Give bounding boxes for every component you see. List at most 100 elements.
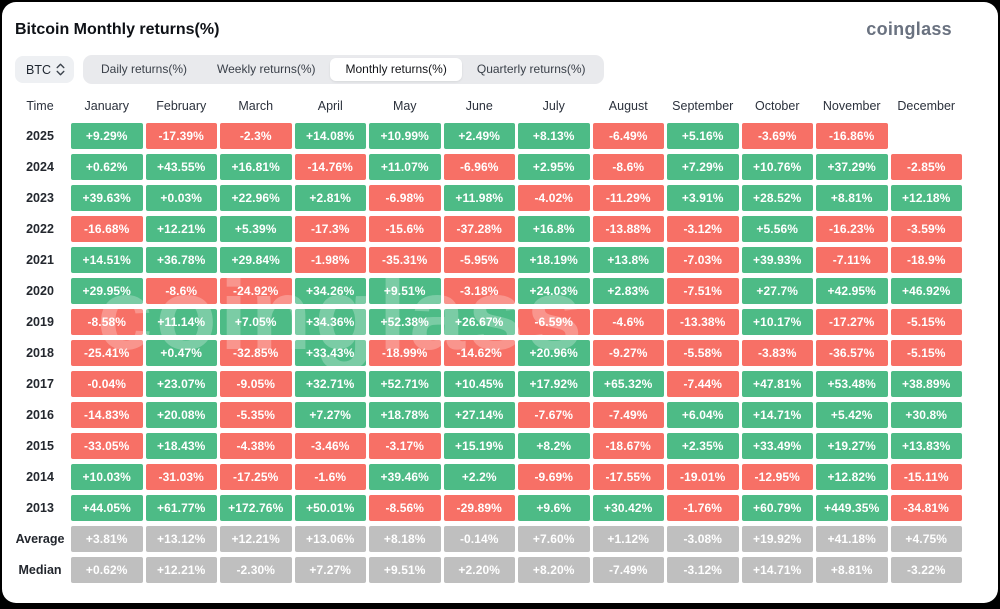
column-header-october: October xyxy=(755,98,800,113)
cell-2018-january: -25.41% xyxy=(71,340,143,366)
tab-monthly-returns[interactable]: Monthly returns(%) xyxy=(330,58,462,81)
cell-2014-march: -17.25% xyxy=(220,464,292,490)
tab-quarterly-returns[interactable]: Quarterly returns(%) xyxy=(476,62,586,77)
cell-2022-august: -13.88% xyxy=(592,216,664,242)
cell-2022-april: -17.3% xyxy=(294,216,366,242)
cell-2013-february: +61.77% xyxy=(145,495,217,521)
cell-2021-november: -7.11% xyxy=(816,247,888,273)
cell-2025-january: +9.29% xyxy=(71,123,143,149)
column-header-august: August xyxy=(608,98,648,113)
cell-2022-january: -16.68% xyxy=(71,216,143,242)
cell-2021-october: +39.93% xyxy=(741,247,813,273)
row-label-median: Median xyxy=(18,563,62,577)
coin-selector[interactable]: BTC xyxy=(15,56,74,83)
row-label-2017: 2017 xyxy=(26,377,54,391)
cell-average-november: +41.18% xyxy=(816,526,888,552)
cell-2023-december: +12.18% xyxy=(890,185,962,211)
cell-median-april: +7.27% xyxy=(294,557,366,583)
cell-2016-june: +27.14% xyxy=(443,402,515,428)
cell-2024-april: -14.76% xyxy=(294,154,366,180)
cell-2015-january: -33.05% xyxy=(71,433,143,459)
cell-2014-february: -31.03% xyxy=(145,464,217,490)
row-label-2016: 2016 xyxy=(26,408,54,422)
cell-2020-august: +2.83% xyxy=(592,278,664,304)
cell-median-october: +14.71% xyxy=(741,557,813,583)
cell-2013-march: +172.76% xyxy=(220,495,292,521)
cell-2016-august: -7.49% xyxy=(592,402,664,428)
column-header-april: April xyxy=(317,98,343,113)
cell-2016-july: -7.67% xyxy=(518,402,590,428)
cell-2016-march: -5.35% xyxy=(220,402,292,428)
cell-median-january: +0.62% xyxy=(71,557,143,583)
column-header-december: December xyxy=(897,98,956,113)
cell-2015-february: +18.43% xyxy=(145,433,217,459)
cell-2025-july: +8.13% xyxy=(518,123,590,149)
cell-2015-september: +2.35% xyxy=(667,433,739,459)
cell-average-september: -3.08% xyxy=(667,526,739,552)
row-label-average: Average xyxy=(15,532,65,546)
cell-2025-december xyxy=(891,123,963,149)
cell-average-july: +7.60% xyxy=(518,526,590,552)
cell-median-august: -7.49% xyxy=(592,557,664,583)
cell-2018-july: +20.96% xyxy=(518,340,590,366)
cell-2019-january: -8.58% xyxy=(71,309,143,335)
cell-2013-june: -29.89% xyxy=(443,495,515,521)
cell-median-september: -3.12% xyxy=(667,557,739,583)
cell-2023-august: -11.29% xyxy=(592,185,664,211)
cell-2023-march: +22.96% xyxy=(220,185,292,211)
cell-2022-may: -15.6% xyxy=(369,216,441,242)
cell-2015-october: +33.49% xyxy=(741,433,813,459)
column-header-november: November xyxy=(822,98,881,113)
cell-2025-october: -3.69% xyxy=(741,123,813,149)
updown-chevron-icon xyxy=(56,63,65,76)
page-title: Bitcoin Monthly returns(%) xyxy=(15,20,220,38)
cell-average-february: +13.12% xyxy=(145,526,217,552)
cell-2020-february: -8.6% xyxy=(145,278,217,304)
cell-2023-february: +0.03% xyxy=(145,185,217,211)
cell-2014-june: +2.2% xyxy=(443,464,515,490)
cell-2019-november: -17.27% xyxy=(816,309,888,335)
cell-2020-december: +46.92% xyxy=(890,278,962,304)
cell-2020-september: -7.51% xyxy=(667,278,739,304)
row-label-2023: 2023 xyxy=(26,191,54,205)
cell-2019-july: -6.59% xyxy=(518,309,590,335)
toolbar: BTC Daily returns(%) Weekly returns(%) Mon… xyxy=(15,55,998,84)
cell-2024-september: +7.29% xyxy=(667,154,739,180)
cell-2017-december: +38.89% xyxy=(890,371,962,397)
cell-2021-may: -35.31% xyxy=(369,247,441,273)
cell-2018-december: -5.15% xyxy=(890,340,962,366)
cell-average-march: +12.21% xyxy=(220,526,292,552)
cell-2023-september: +3.91% xyxy=(667,185,739,211)
tab-daily-returns[interactable]: Daily returns(%) xyxy=(101,62,188,77)
cell-2017-february: +23.07% xyxy=(145,371,217,397)
cell-2020-march: -24.92% xyxy=(220,278,292,304)
column-header-june: June xyxy=(465,98,493,113)
cell-2020-april: +34.26% xyxy=(294,278,366,304)
cell-2016-january: -14.83% xyxy=(71,402,143,428)
cell-2016-october: +14.71% xyxy=(741,402,813,428)
cell-2022-march: +5.39% xyxy=(220,216,292,242)
cell-2017-april: +32.71% xyxy=(294,371,366,397)
cell-median-may: +9.51% xyxy=(369,557,441,583)
column-header-july: July xyxy=(542,98,565,113)
cell-2022-july: +16.8% xyxy=(518,216,590,242)
cell-median-march: -2.30% xyxy=(220,557,292,583)
row-label-2021: 2021 xyxy=(26,253,54,267)
cell-2017-november: +53.48% xyxy=(816,371,888,397)
cell-average-january: +3.81% xyxy=(71,526,143,552)
cell-2018-may: -18.99% xyxy=(369,340,441,366)
tab-weekly-returns[interactable]: Weekly returns(%) xyxy=(217,62,316,77)
cell-2015-june: +15.19% xyxy=(443,433,515,459)
column-header-september: September xyxy=(672,98,734,113)
cell-2016-september: +6.04% xyxy=(667,402,739,428)
cell-2014-november: +12.82% xyxy=(816,464,888,490)
cell-2023-november: +8.81% xyxy=(816,185,888,211)
cell-2025-april: +14.08% xyxy=(294,123,366,149)
cell-2021-july: +18.19% xyxy=(518,247,590,273)
cell-2014-august: -17.55% xyxy=(592,464,664,490)
cell-2025-february: -17.39% xyxy=(145,123,217,149)
cell-median-february: +12.21% xyxy=(145,557,217,583)
cell-median-december: -3.22% xyxy=(890,557,962,583)
cell-2018-february: +0.47% xyxy=(145,340,217,366)
cell-2022-june: -37.28% xyxy=(443,216,515,242)
